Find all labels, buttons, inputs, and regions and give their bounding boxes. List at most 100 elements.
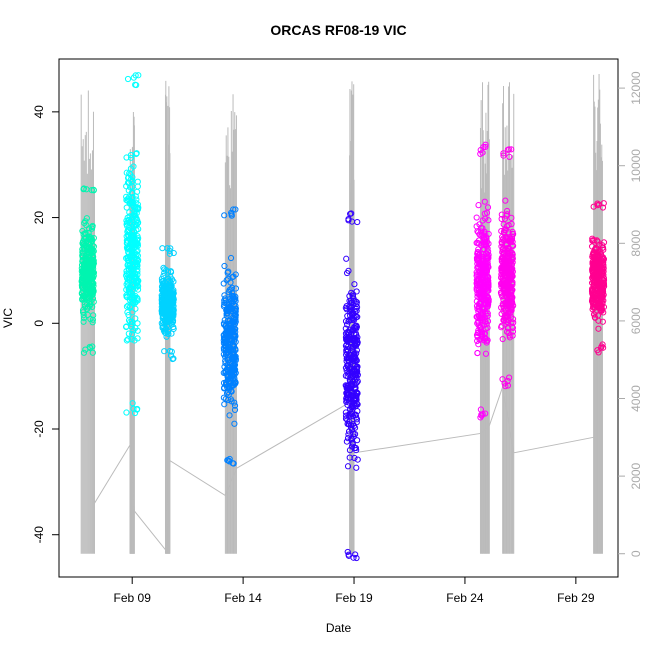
y2-tick-label: 6000 [629,307,643,334]
vic-point [480,279,488,287]
vic-point [129,198,136,205]
vic-point [509,253,516,260]
vic-point [354,456,361,463]
vic-point [224,306,231,313]
vic-point [500,228,507,236]
vic-point [475,313,482,320]
vic-point [351,281,358,288]
vic-series-8 [588,200,608,356]
vic-point [344,363,351,370]
vic-point [478,286,485,293]
vic-point [345,428,353,435]
vic-point [89,343,96,350]
vic-point [133,204,140,212]
vic-point [473,223,480,230]
altitude-ferry-line [94,386,594,552]
vic-point [477,329,484,336]
y2-axis: 0 2000 4000 6000 8000 10000 12000 [618,71,643,557]
vic-point [599,318,606,325]
vic-point [344,354,351,362]
vic-point [159,324,166,331]
vic-point [221,299,228,306]
x-tick-label: Feb 14 [224,591,262,605]
vic-point [161,348,168,355]
vic-point [221,401,228,408]
vic-point [83,222,90,229]
vic-point [89,222,96,230]
vic-point [480,337,487,344]
vic-point [130,242,137,249]
y-tick-label: -20 [32,420,46,438]
vic-point [353,554,360,562]
x-tick-label: Feb 09 [114,591,152,605]
vic-point [88,225,96,232]
vic-series-7 [497,146,517,390]
vic-point [168,282,175,290]
vic-point [479,261,486,268]
vic-point [79,240,86,247]
vic-point [222,334,229,341]
vic-point [134,178,141,185]
vic-point [498,322,505,329]
vic-point [504,319,511,326]
x-tick-label: Feb 19 [335,591,373,605]
vic-point [127,165,135,172]
vic-point [508,220,515,228]
x-axis: Feb 09 Feb 14 Feb 19 Feb 24 Feb 29 [114,576,595,605]
vic-point [167,269,175,276]
vic-point [124,75,132,83]
vic-point [502,226,509,234]
vic-point [482,410,489,417]
vic-point [87,244,95,251]
vic-point [482,241,489,248]
vic-point [229,336,236,343]
vic-point [123,154,130,161]
vic-point [85,229,92,237]
vic-point [165,315,172,322]
vic-point [348,382,356,389]
plot-frame [58,58,619,578]
vic-point [349,336,356,343]
vic-point [593,285,600,292]
vic-point [343,347,350,354]
vic-point [135,257,142,264]
vic-point [475,341,482,348]
vic-point [220,351,227,358]
vic-point [474,276,481,283]
vic-point [90,312,97,319]
vic-point [509,328,517,335]
y-tick-label: 20 [32,211,46,225]
vic-point [484,283,492,290]
vic-point [594,253,601,260]
vic-point [129,202,136,209]
vic-series-2 [123,72,142,417]
vic-point [345,318,352,325]
vic-point [474,250,481,257]
vic-point [479,149,486,156]
vic-point [84,304,92,311]
vic-point [351,297,358,305]
vic-point [160,264,167,271]
vic-series-4 [220,206,239,467]
y2-tick-label: 0 [629,550,643,557]
vic-point [500,150,507,157]
vic-point [479,225,486,232]
vic-point [343,438,350,445]
vic-point [342,372,349,379]
vic-point [353,414,360,421]
vic-point [123,303,131,310]
vic-point [124,309,131,316]
vic-point [129,228,136,235]
vic-point [505,300,513,308]
vic-point [352,551,359,558]
y-axis-label: VIC [1,308,15,328]
vic-point [343,321,351,328]
vic-point [229,284,236,291]
vic-point [353,364,360,371]
vic-point [80,185,88,192]
vic-point [482,308,489,315]
vic-point [126,263,133,270]
vic-point [83,268,90,276]
vic-point [474,349,481,357]
vic-point [124,279,131,286]
